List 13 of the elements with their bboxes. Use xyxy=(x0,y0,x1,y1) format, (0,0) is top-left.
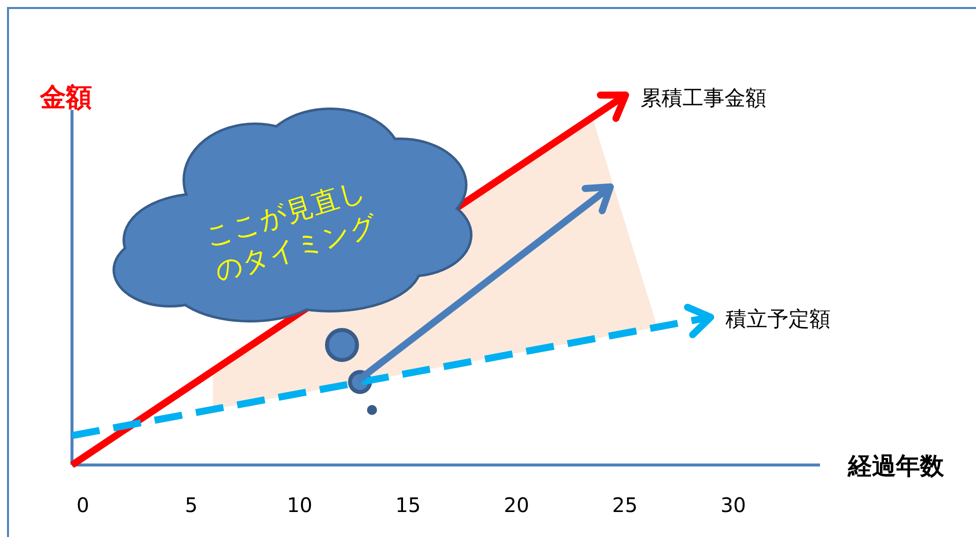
x-axis-title: 経過年数 xyxy=(847,452,945,480)
thought-cloud: ここが見直し のタイミング xyxy=(112,108,472,415)
y-axis-title: 金額 xyxy=(39,83,92,113)
x-tick-label: 20 xyxy=(504,493,530,517)
x-tick-label: 5 xyxy=(184,493,198,517)
x-tick-label: 15 xyxy=(395,493,421,517)
series-label: 積立予定額 xyxy=(725,306,830,331)
annotation: ここが見直し のタイミング xyxy=(202,175,382,288)
series-label: 累積工事金額 xyxy=(640,86,767,110)
x-tick-label: 30 xyxy=(720,493,746,517)
x-tick-label: 25 xyxy=(612,493,638,517)
x-tick-label: 10 xyxy=(286,493,312,517)
x-tick-label: 0 xyxy=(76,493,90,517)
